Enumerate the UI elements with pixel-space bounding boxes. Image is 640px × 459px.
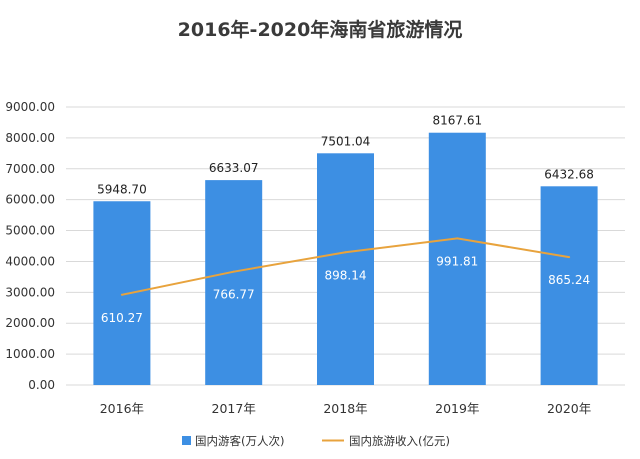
bar-data-label: 7501.04 bbox=[321, 134, 371, 148]
y-tick-label: 2000.00 bbox=[5, 316, 55, 330]
labels-layer: 5948.70 6633.07 7501.04 8167.61 6432.68 610.2… bbox=[97, 114, 594, 325]
legend-line-label: 国内旅游收入(亿元) bbox=[349, 434, 450, 448]
x-tick-label: 2017年 bbox=[212, 401, 256, 416]
bar-data-label: 5948.70 bbox=[97, 182, 147, 196]
line-point bbox=[120, 293, 123, 296]
line-point bbox=[232, 270, 235, 273]
x-tick-label: 2019年 bbox=[435, 401, 479, 416]
y-tick-label: 7000.00 bbox=[5, 162, 55, 176]
legend-bar-label: 国内游客(万人次) bbox=[195, 434, 284, 448]
y-tick-label: 1000.00 bbox=[5, 347, 55, 361]
bar bbox=[540, 186, 598, 385]
chart-title: 2016年-2020年海南省旅游情况 bbox=[178, 18, 463, 41]
bars-layer bbox=[93, 132, 598, 385]
x-tick-label: 2016年 bbox=[100, 401, 144, 416]
bar bbox=[428, 132, 486, 385]
y-tick-label: 0.00 bbox=[28, 378, 55, 392]
line-data-label: 610.27 bbox=[101, 311, 143, 325]
line-data-label: 865.24 bbox=[548, 273, 590, 287]
legend: 国内游客(万人次) 国内旅游收入(亿元) bbox=[182, 434, 450, 448]
y-tick-label: 6000.00 bbox=[5, 193, 55, 207]
y-tick-label: 5000.00 bbox=[5, 224, 55, 238]
y-tick-label: 4000.00 bbox=[5, 254, 55, 268]
bar bbox=[317, 153, 374, 385]
line-data-label: 766.77 bbox=[213, 288, 255, 302]
legend-bar-swatch bbox=[182, 436, 191, 445]
line-data-label: 898.14 bbox=[325, 268, 367, 282]
bar-data-label: 8167.61 bbox=[432, 114, 482, 128]
bar bbox=[205, 180, 263, 385]
line-point bbox=[344, 251, 347, 254]
line-point bbox=[568, 256, 571, 259]
y-tick-label: 8000.00 bbox=[5, 131, 55, 145]
bar-data-label: 6432.68 bbox=[544, 167, 594, 181]
x-tick-label: 2018年 bbox=[323, 401, 367, 416]
bar bbox=[93, 201, 151, 385]
x-tick-label: 2020年 bbox=[547, 401, 591, 416]
bar-data-label: 6633.07 bbox=[209, 161, 259, 175]
y-tick-label: 9000.00 bbox=[5, 100, 55, 114]
y-tick-label: 3000.00 bbox=[5, 285, 55, 299]
line-point bbox=[456, 237, 459, 240]
line-data-label: 991.81 bbox=[436, 254, 478, 268]
line-layer bbox=[120, 237, 571, 296]
